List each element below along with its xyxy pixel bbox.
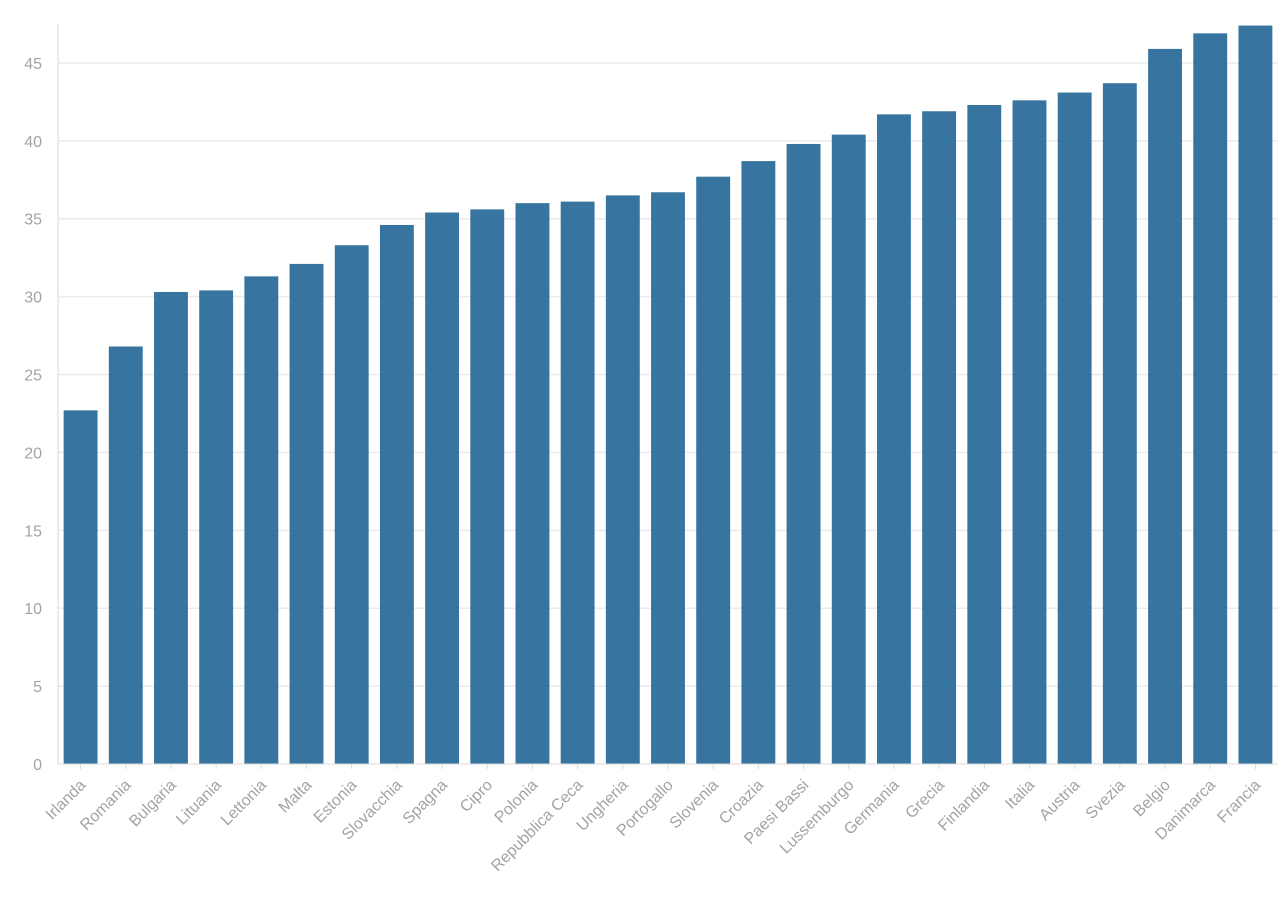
bar-grecia [922,111,957,764]
bar-repubblica-ceca [560,201,595,765]
x-tick-label: Italia [1002,777,1038,813]
bar-francia [1238,25,1273,764]
bar-paesi-bassi [786,143,821,765]
bar-estonia [334,245,369,764]
y-tick-label: 0 [33,757,42,774]
x-tick-label: Cipro [457,777,496,816]
x-tick-label: Spagna [400,777,451,828]
bar-slovacchia [379,224,414,765]
bar-romania [108,346,143,764]
x-tick-label: Belgio [1130,777,1174,821]
bar-cipro [470,209,505,765]
y-tick-label: 20 [24,445,42,462]
bar-bulgaria [154,291,188,764]
bar-austria [1057,92,1092,765]
bar-belgio [1148,48,1182,764]
bar-svezia [1102,83,1137,764]
bar-lituania [199,290,234,764]
y-tick-label: 15 [24,523,42,540]
bar-finlandia [967,105,1002,765]
bar-danimarca [1193,33,1228,765]
bar-malta [289,263,324,764]
y-tick-label: 45 [24,56,42,73]
x-tick-label: Svezia [1083,777,1129,823]
y-tick-label: 35 [24,212,42,229]
bar-irlanda [63,410,98,764]
bar-lussemburgo [831,134,866,764]
bar-ungheria [605,195,640,765]
x-tick-label: Slovenia [667,777,722,832]
bar-slovenia [696,176,731,764]
bar-portogallo [651,192,685,764]
bar-lettonia [244,276,279,764]
bar-germania [876,114,911,764]
y-axis: 0 5 10 15 20 25 30 35 40 45 [24,24,59,774]
y-tick-label: 25 [24,368,42,385]
bars [63,25,1273,765]
y-tick-label: 30 [24,290,42,307]
x-tick-label: Lituania [173,777,225,829]
bar-polonia [515,203,550,764]
x-tick-label: Malta [276,777,316,817]
bar-croazia [741,161,776,765]
x-tick-label: Lettonia [218,777,270,829]
x-tick-label: Francia [1214,777,1264,827]
x-tick-label: Bulgaria [126,777,180,831]
x-tick-label: Austria [1036,777,1083,824]
bar-italia [1012,100,1047,764]
y-tick-label: 5 [33,679,42,696]
bar-spagna [425,212,460,765]
y-tick-label: 40 [24,134,42,151]
y-tick-label: 10 [24,601,42,618]
